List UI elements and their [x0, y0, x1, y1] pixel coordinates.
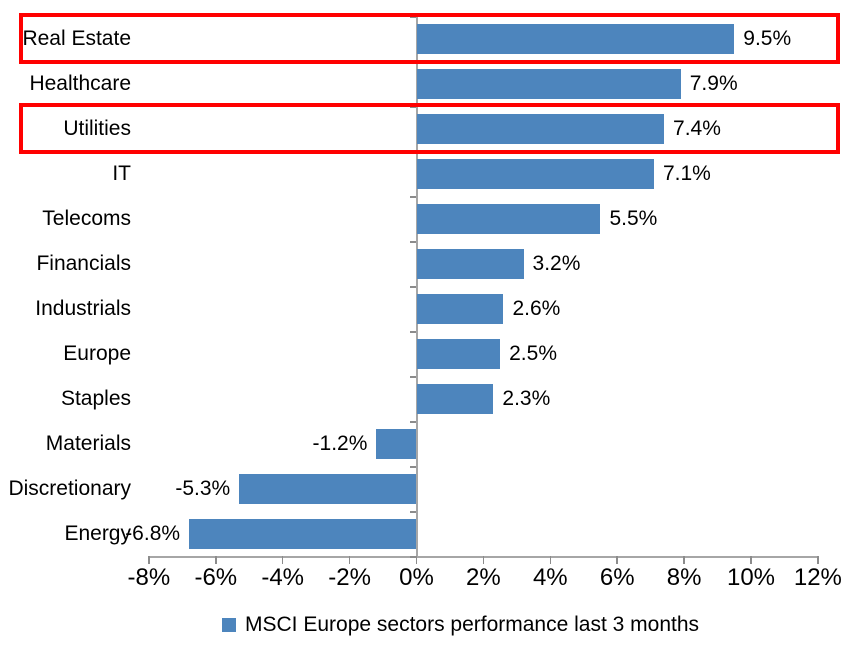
legend-label: MSCI Europe sectors performance last 3 m… [245, 613, 700, 636]
category-axis-tick [409, 241, 416, 243]
legend: MSCI Europe sectors performance last 3 m… [222, 610, 699, 640]
category-label-telecoms: Telecoms [42, 206, 131, 230]
data-label-discretionary: -5.3% [175, 476, 231, 500]
x-axis-tick-label: 0% [399, 564, 434, 591]
category-axis-line [415, 16, 418, 558]
bar-real-estate [416, 23, 735, 54]
category-axis-tick [409, 556, 416, 558]
category-label-utilities: Utilities [63, 116, 131, 140]
bar-materials [376, 428, 417, 459]
data-label-utilities: 7.4% [673, 116, 721, 140]
x-axis-tick-label: -2% [328, 564, 371, 591]
x-axis-tick [281, 555, 284, 564]
category-label-it: IT [112, 161, 131, 185]
data-label-financials: 3.2% [532, 251, 581, 275]
x-axis-tick [683, 555, 685, 564]
x-axis-tick-label: -8% [127, 564, 171, 591]
category-label-industrials: Industrials [35, 296, 131, 320]
bar-industrials [416, 293, 504, 324]
data-label-telecoms: 5.5% [609, 206, 658, 230]
bar-telecoms [416, 203, 601, 234]
highlight-box-utilities [19, 102, 840, 154]
category-axis-tick [409, 376, 416, 378]
category-label-healthcare: Healthcare [29, 71, 131, 95]
category-axis-tick [409, 16, 416, 18]
x-axis-tick [148, 555, 150, 564]
data-label-staples: 2.3% [502, 386, 551, 410]
data-label-materials: -1.2% [312, 431, 368, 455]
x-axis-tick [549, 555, 552, 564]
category-axis-tick [409, 286, 416, 288]
highlight-box-real-estate [19, 12, 840, 64]
bar-staples [416, 383, 494, 414]
bar-utilities [416, 113, 665, 144]
category-axis-tick [409, 466, 416, 468]
x-axis-tick [817, 555, 819, 564]
x-axis-tick-label: 8% [666, 564, 702, 591]
category-label-materials: Materials [45, 431, 131, 455]
x-axis-tick [415, 555, 418, 564]
category-label-financials: Financials [36, 251, 131, 275]
category-axis-tick [409, 331, 416, 333]
bar-energy [189, 518, 417, 549]
x-axis-tick [215, 555, 217, 564]
data-label-it: 7.1% [662, 161, 711, 185]
x-axis-tick-label: -6% [194, 564, 238, 591]
bar-healthcare [416, 68, 681, 99]
category-axis-tick [409, 196, 416, 198]
category-axis-tick [409, 106, 416, 108]
data-label-energy: -6.8% [125, 521, 181, 545]
x-axis-tick [348, 555, 351, 564]
x-axis-tick-label: -4% [261, 564, 305, 591]
category-label-real-estate: Real Estate [22, 26, 131, 50]
x-axis-tick-label: 6% [599, 564, 635, 591]
bar-discretionary [239, 473, 417, 504]
category-label-discretionary: Discretionary [8, 476, 131, 500]
x-axis-tick-label: 4% [532, 564, 568, 591]
x-axis-tick [616, 555, 618, 564]
category-label-staples: Staples [60, 386, 131, 410]
legend-swatch-icon [222, 618, 236, 632]
x-axis-tick [750, 555, 752, 564]
data-label-real-estate: 9.5% [743, 26, 792, 50]
category-axis-tick [409, 511, 416, 513]
category-axis-tick [409, 421, 416, 423]
bar-financials [416, 248, 524, 279]
bar-europe [416, 338, 501, 369]
x-axis-tick [482, 555, 485, 564]
data-label-healthcare: 7.9% [689, 71, 738, 95]
category-label-energy: Energy [64, 521, 131, 545]
x-axis-tick-label: 12% [793, 564, 842, 591]
bar-it [416, 158, 654, 189]
x-axis-tick-label: 2% [466, 564, 501, 591]
x-axis-tick-label: 10% [726, 564, 776, 591]
category-label-europe: Europe [63, 341, 131, 365]
data-label-industrials: 2.6% [512, 296, 561, 320]
data-label-europe: 2.5% [509, 341, 557, 365]
